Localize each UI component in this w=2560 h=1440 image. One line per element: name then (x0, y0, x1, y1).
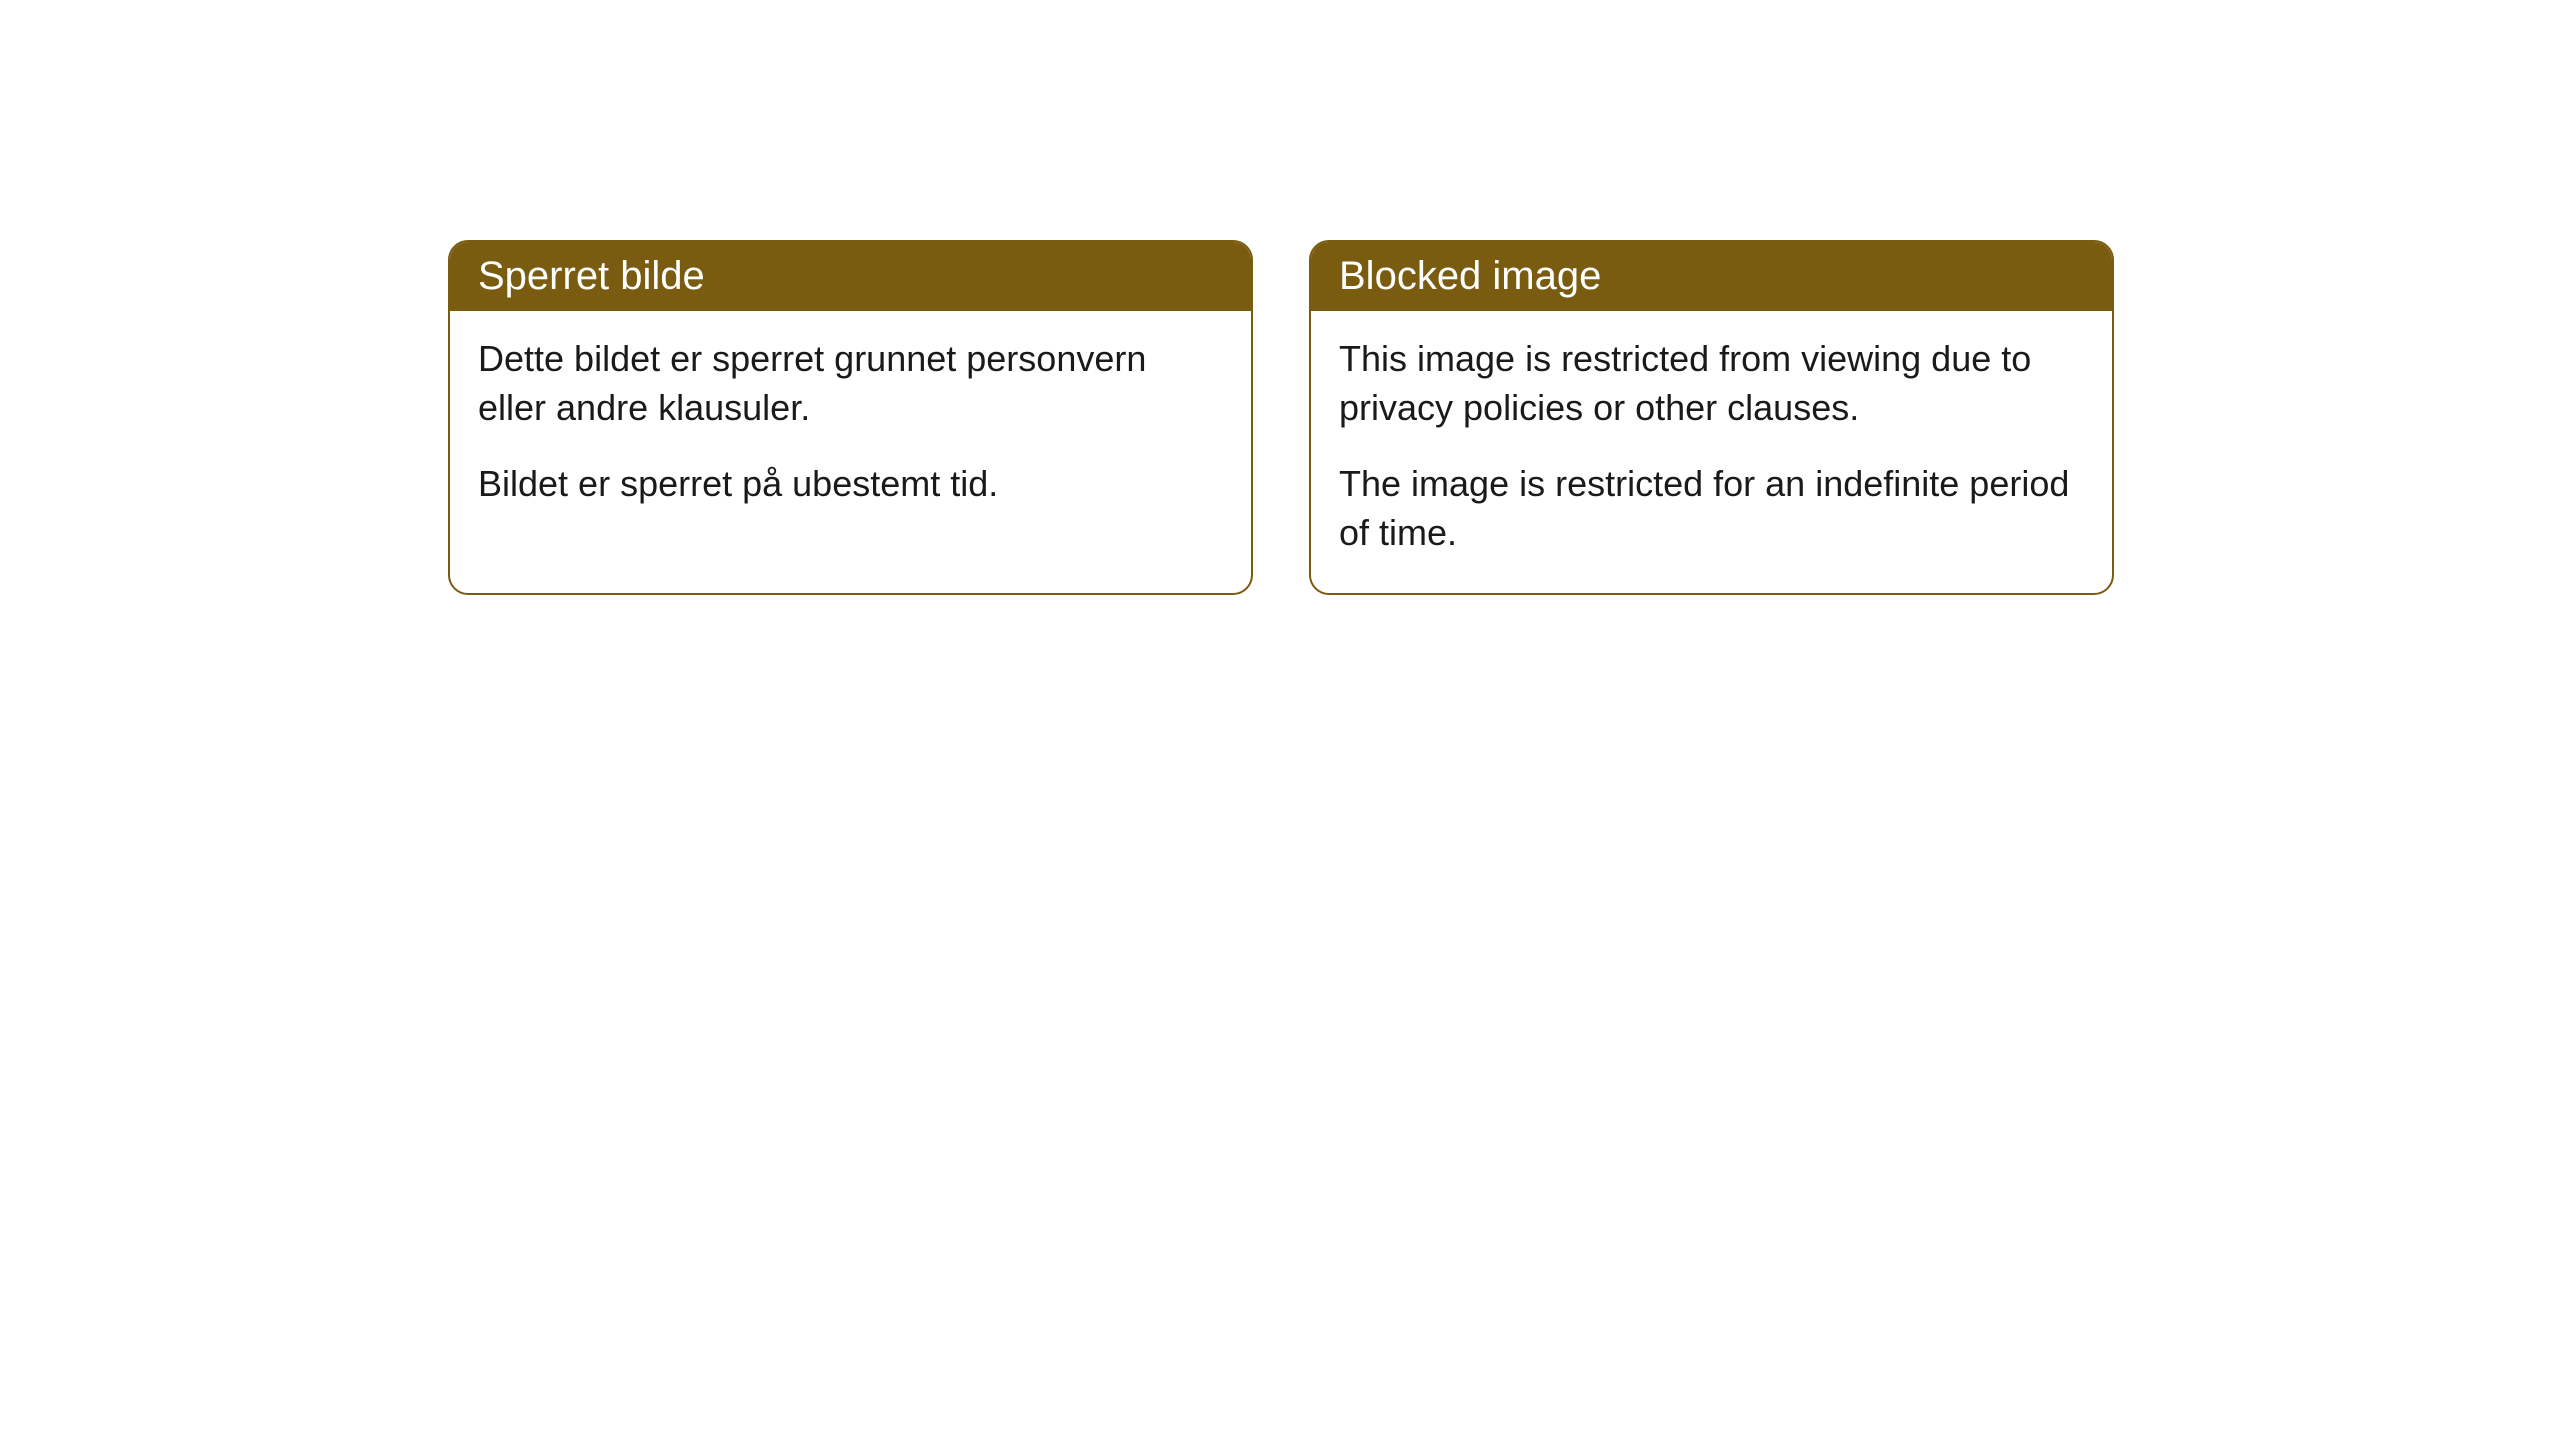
card-body-norwegian: Dette bildet er sperret grunnet personve… (450, 311, 1251, 545)
card-header-norwegian: Sperret bilde (450, 242, 1251, 311)
notice-cards-container: Sperret bilde Dette bildet er sperret gr… (0, 0, 2560, 595)
card-paragraph-1-norwegian: Dette bildet er sperret grunnet personve… (478, 335, 1223, 432)
card-paragraph-2-english: The image is restricted for an indefinit… (1339, 460, 2084, 557)
card-paragraph-2-norwegian: Bildet er sperret på ubestemt tid. (478, 460, 1223, 509)
card-header-english: Blocked image (1311, 242, 2112, 311)
blocked-image-card-norwegian: Sperret bilde Dette bildet er sperret gr… (448, 240, 1253, 595)
card-paragraph-1-english: This image is restricted from viewing du… (1339, 335, 2084, 432)
card-body-english: This image is restricted from viewing du… (1311, 311, 2112, 593)
blocked-image-card-english: Blocked image This image is restricted f… (1309, 240, 2114, 595)
